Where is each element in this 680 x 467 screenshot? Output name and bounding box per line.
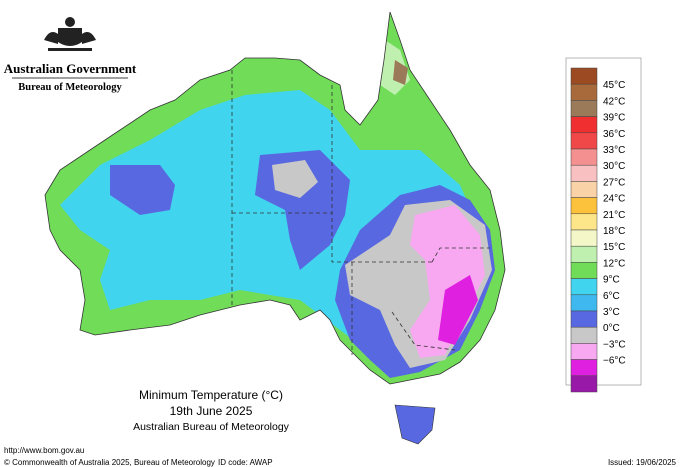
legend-label: 36°C [603, 129, 625, 140]
legend-swatch [570, 278, 598, 296]
map-title: Minimum Temperature (°C) [139, 388, 283, 402]
legend: 45°C 42°C 39°C 36°C 33°C 30°C 27°C 24°C 21°C 18°C… [565, 57, 642, 393]
legend-label: 24°C [603, 194, 625, 205]
map-date: 19th June 2025 [170, 404, 253, 418]
government-name: Australian Government [4, 61, 137, 76]
legend-swatch [570, 67, 598, 85]
legend-swatch [570, 213, 598, 231]
region-below-minus3 [438, 275, 478, 345]
legend-label: 42°C [603, 96, 625, 107]
region-0-3 [272, 160, 318, 198]
footer-url: http://www.bom.gov.au [4, 446, 84, 455]
legend-swatch [570, 100, 598, 117]
legend-swatch [570, 262, 598, 279]
legend-swatch [570, 310, 598, 328]
legend-label: 21°C [603, 210, 625, 221]
crest [44, 17, 96, 51]
legend-label: 27°C [603, 177, 625, 188]
region-minus3-0 [410, 205, 485, 358]
legend-swatch [570, 229, 598, 247]
legend-swatch [570, 116, 598, 134]
legend-label: 3°C [603, 307, 620, 318]
legend-label: 9°C [603, 275, 620, 286]
legend-swatch [570, 245, 598, 263]
legend-swatch [570, 83, 598, 101]
temperature-map [45, 12, 505, 384]
legend-label: 15°C [603, 242, 625, 253]
legend-swatch [570, 181, 598, 198]
legend-label: 12°C [603, 258, 625, 269]
legend-swatch [570, 197, 598, 215]
state-borders [231, 70, 490, 355]
legend-label: −6°C [603, 356, 626, 367]
legend-swatch [570, 375, 598, 393]
tasmania [394, 404, 436, 445]
legend-swatch [570, 359, 598, 377]
legend-swatch [570, 148, 598, 166]
legend-swatch [570, 294, 598, 312]
legend-label: 18°C [603, 226, 625, 237]
footer-id: ID code: AWAP [218, 458, 273, 467]
legend-label: −3°C [603, 339, 626, 350]
legend-swatch [570, 343, 598, 360]
legend-label: 6°C [603, 291, 620, 302]
legend-swatch [570, 132, 598, 150]
map-source: Australian Bureau of Meteorology [133, 421, 290, 433]
region-3-6 [110, 165, 175, 215]
legend-label: 39°C [603, 113, 625, 124]
footer-issued: Issued: 19/06/2025 [608, 458, 677, 467]
legend-label: 0°C [603, 323, 620, 334]
legend-label: 30°C [603, 161, 625, 172]
coastline [44, 11, 506, 385]
legend-label: 33°C [603, 145, 625, 156]
legend-label: 45°C [603, 80, 625, 91]
legend-swatch [570, 164, 598, 182]
footer-copyright: © Commonwealth of Australia 2025, Bureau… [4, 458, 215, 467]
agency-name: Bureau of Meteorology [18, 82, 122, 93]
legend-swatch [570, 326, 598, 344]
region-warm [393, 60, 408, 85]
